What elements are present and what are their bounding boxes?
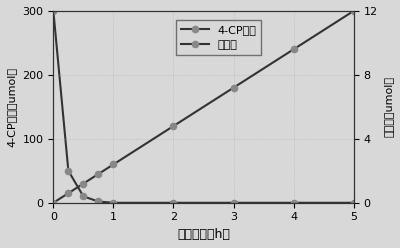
产氢量 (351, 9, 356, 12)
4-CP的量 (351, 201, 356, 204)
Legend: 4-CP的量, 产氢量: 4-CP的量, 产氢量 (176, 20, 261, 55)
4-CP的量 (111, 201, 116, 204)
4-CP的量 (231, 201, 236, 204)
产氢量 (81, 182, 86, 185)
4-CP的量 (66, 169, 71, 172)
Y-axis label: 产氢量（umol）: 产氢量（umol） (383, 76, 393, 137)
产氢量 (291, 48, 296, 51)
产氢量 (96, 173, 101, 176)
Y-axis label: 4-CP的量（umol）: 4-CP的量（umol） (7, 67, 17, 147)
Line: 4-CP的量: 4-CP的量 (50, 8, 357, 206)
4-CP的量 (51, 9, 56, 12)
4-CP的量 (291, 201, 296, 204)
X-axis label: 反应时间（h）: 反应时间（h） (177, 228, 230, 241)
产氢量 (171, 124, 176, 127)
产氢量 (66, 192, 71, 195)
产氢量 (231, 86, 236, 89)
4-CP的量 (81, 195, 86, 198)
Line: 产氢量: 产氢量 (50, 8, 357, 206)
产氢量 (111, 163, 116, 166)
4-CP的量 (96, 200, 101, 203)
产氢量 (51, 201, 56, 204)
4-CP的量 (171, 201, 176, 204)
